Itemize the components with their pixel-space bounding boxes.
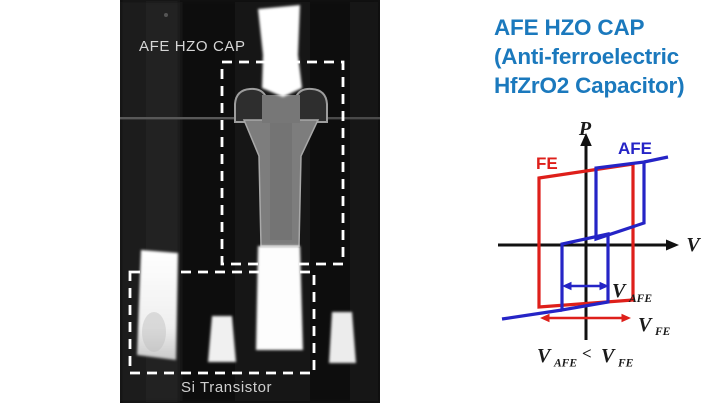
surface-line-right — [328, 117, 380, 120]
tem-image — [120, 0, 380, 403]
x-axis-label: V — [686, 234, 701, 256]
top-plug-contact — [258, 5, 302, 97]
column-core — [270, 100, 292, 240]
si-transistor-dashed-box — [128, 270, 316, 375]
v-fe-annotation: V FE — [638, 314, 671, 338]
slide-title: AFE HZO CAP (Anti-ferroelectric HfZrO2 C… — [494, 13, 685, 100]
surface-line-left — [120, 117, 235, 120]
bottom-contact-center — [256, 246, 303, 350]
afe-hzo-cap-label: AFE HZO CAP — [139, 38, 246, 55]
contact-small-right — [329, 312, 356, 363]
fe-curve-label: FE — [536, 154, 558, 173]
ineq-left-sub: AFE — [553, 358, 577, 370]
v-afe-base: V — [612, 280, 627, 302]
inequality-annotation: V AFE < V FE — [537, 344, 634, 370]
v-afe-arrow — [562, 281, 609, 291]
ineq-right-sub: FE — [617, 358, 634, 370]
title-line-3: HfZrO2 Capacitor) — [494, 73, 685, 98]
ineq-left-base: V — [537, 345, 552, 367]
tem-image-panel: AFE HZO CAP Si Transistor — [120, 0, 380, 403]
v-fe-base: V — [638, 314, 653, 336]
y-axis-label: P — [578, 118, 592, 140]
column-neck — [262, 95, 300, 123]
hysteresis-curves — [501, 155, 669, 321]
v-afe-sub: AFE — [628, 293, 652, 305]
afe-curve-label: AFE — [618, 139, 652, 158]
curve-afe — [501, 308, 563, 321]
tem-speck — [164, 13, 168, 17]
curve-afe — [643, 155, 669, 164]
title-line-1: AFE HZO CAP — [494, 15, 645, 40]
contact-small-left — [208, 316, 236, 362]
ineq-right-base: V — [601, 345, 616, 367]
ineq-operator: < — [582, 344, 592, 363]
si-transistor-label: Si Transistor — [181, 379, 273, 396]
v-afe-annotation: V AFE — [612, 280, 652, 305]
bottom-contact-left — [137, 250, 178, 360]
curve-afe — [594, 160, 646, 242]
x-axis — [498, 239, 679, 251]
v-fe-sub: FE — [654, 326, 671, 338]
title-line-2: (Anti-ferroelectric — [494, 44, 679, 69]
contact-mottle — [142, 312, 166, 352]
v-fe-arrow — [540, 313, 631, 323]
